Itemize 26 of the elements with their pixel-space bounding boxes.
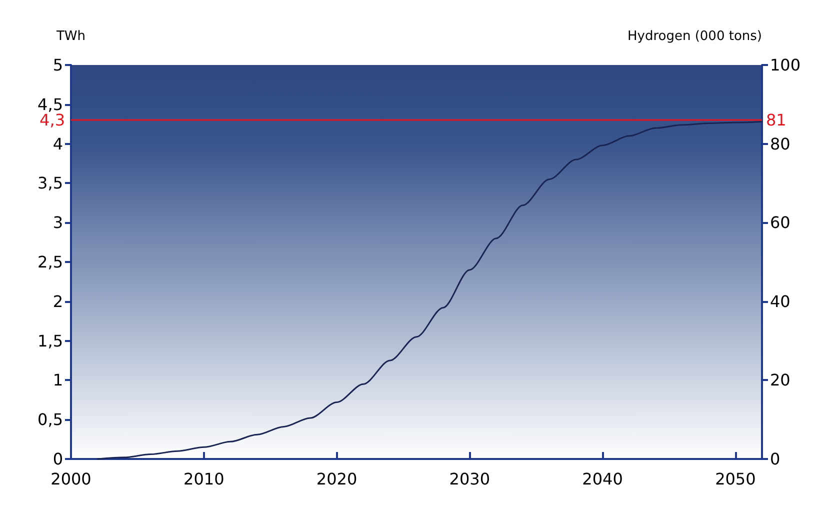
y-tick-label: 5 — [52, 56, 63, 74]
annotation: 81 — [766, 110, 786, 130]
y-tick-label: 0 — [52, 450, 63, 468]
y-tick-label: 2,5 — [38, 252, 63, 272]
y-tick-label: 2 — [52, 292, 63, 311]
x-tick-label: 2010 — [184, 470, 224, 488]
y2-tick-label: 60 — [770, 213, 790, 232]
y-tick-label: 0,5 — [38, 410, 63, 430]
x-tick-label: 2040 — [582, 470, 623, 488]
y-tick-label: 3 — [52, 213, 63, 232]
y2-tick-label: 20 — [770, 370, 790, 390]
y-tick-label: 1 — [52, 370, 63, 390]
y2-tick-label: 100 — [770, 56, 801, 74]
y-axis-title: TWh — [55, 29, 86, 44]
x-tick-label: 2050 — [715, 470, 756, 488]
y2-tick-label: 40 — [770, 292, 790, 311]
y2-tick-label: 0 — [770, 450, 780, 468]
x-tick-label: 2030 — [449, 470, 490, 488]
y2-tick-label: 80 — [770, 134, 790, 154]
y-tick-label: 3,5 — [38, 174, 63, 193]
y2-axis-title: Hydrogen (000 tons) — [627, 29, 762, 44]
x-tick-label: 2000 — [50, 470, 92, 488]
line-series — [96, 120, 763, 460]
y-tick-label: 4 — [52, 134, 63, 154]
y-tick-label: 1,5 — [38, 331, 63, 350]
x-tick-label: 2020 — [316, 470, 358, 488]
